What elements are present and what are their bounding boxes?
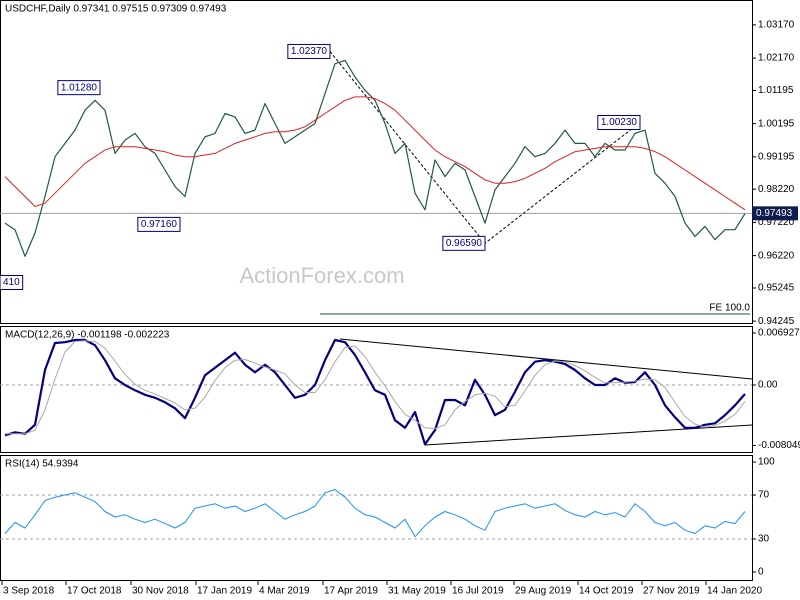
x-tick-label: 3 Sep 2018 <box>3 586 55 597</box>
current-price-box <box>752 206 798 221</box>
annotation-label: 1.01280 <box>61 82 98 93</box>
y-tick-label: -0.008049 <box>758 440 800 451</box>
price-frame <box>0 0 753 324</box>
fe-label: FE 100.0 <box>709 303 750 314</box>
annotation-label: 0.96590 <box>446 238 483 249</box>
watermark: ActionForex.com <box>239 263 404 288</box>
x-tick-label: 14 Jan 2020 <box>707 586 762 597</box>
annotation-box <box>442 235 486 251</box>
y-tick-label: 0.99195 <box>758 151 795 162</box>
annotation: 0.97160 <box>137 216 181 232</box>
x-tick-label: 14 Oct 2019 <box>579 586 634 597</box>
y-tick-label: 0.94245 <box>758 316 795 327</box>
series-line <box>4 59 746 257</box>
y-tick-label: 0.98220 <box>758 184 795 195</box>
annotation-box <box>0 275 24 291</box>
series-line <box>4 338 746 446</box>
annotation: 1.01280 <box>57 80 101 96</box>
x-tick-label: 31 May 2019 <box>388 586 446 597</box>
y-tick-label: 0.95245 <box>758 283 795 294</box>
y-tick-label: 1.02170 <box>758 53 795 64</box>
y-tick-label: 0.006927 <box>758 328 800 339</box>
annotation-box <box>597 114 641 130</box>
y-tick-label: 100 <box>758 457 775 468</box>
current-price-label: 0.97493 <box>756 208 793 219</box>
series-line <box>4 96 746 211</box>
x-tick-label: 30 Nov 2018 <box>132 586 189 597</box>
annotation: 1.00230 <box>597 114 641 130</box>
macd-frame <box>0 326 753 453</box>
series-line <box>5 340 746 435</box>
y-tick-label: 1.03170 <box>758 20 795 31</box>
y-tick-label: 0.96220 <box>758 250 795 261</box>
x-tick-label: 17 Jan 2019 <box>197 586 252 597</box>
annotation-label: 0.97160 <box>141 219 178 230</box>
panel-title: USDCHF,Daily 0.97341 0.97515 0.97309 0.9… <box>5 4 227 15</box>
annotation-label: 1.02370 <box>291 46 328 57</box>
y-tick-label: 70 <box>758 490 770 501</box>
x-tick-label: 17 Apr 2019 <box>324 586 378 597</box>
series-line <box>4 489 746 538</box>
panel-title: RSI(14) 54.9394 <box>5 459 79 470</box>
annotation-box <box>57 80 101 96</box>
annotation: 0.96590 <box>442 235 486 251</box>
x-tick-label: 17 Oct 2018 <box>67 586 122 597</box>
macd-trendline <box>424 424 753 446</box>
x-tick-label: 4 Mar 2019 <box>259 586 310 597</box>
annotation: 1.02370 <box>287 43 331 59</box>
x-tick-label: 16 Jul 2019 <box>452 586 504 597</box>
rsi-frame <box>0 455 753 581</box>
panel-title: MACD(12,26,9) -0.001198 -0.002223 <box>5 330 170 341</box>
annotation-label: 1.00230 <box>601 117 638 128</box>
x-tick-label: 29 Aug 2019 <box>515 586 572 597</box>
annotation-box <box>287 43 331 59</box>
y-tick-label: 1.00195 <box>758 118 795 129</box>
annotation-label: 410 <box>3 277 20 288</box>
annotation-box <box>137 216 181 232</box>
annotation: 410 <box>0 275 24 291</box>
macd-trendline <box>339 338 753 380</box>
y-tick-label: 0.00 <box>758 380 778 391</box>
y-tick-label: 0.97220 <box>758 217 795 228</box>
y-tick-label: 30 <box>758 534 770 545</box>
y-tick-label: 0 <box>758 567 764 578</box>
x-tick-label: 27 Nov 2019 <box>643 586 700 597</box>
y-tick-label: 1.01195 <box>758 85 794 96</box>
